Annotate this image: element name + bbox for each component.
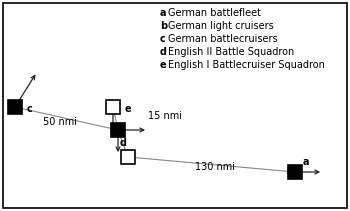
Text: English I Battlecruiser Squadron: English I Battlecruiser Squadron <box>168 60 325 70</box>
Bar <box>106 100 120 114</box>
Text: 50 nmi: 50 nmi <box>43 117 77 127</box>
Text: 130 nmi: 130 nmi <box>195 162 235 172</box>
Text: b: b <box>160 21 167 31</box>
Text: c: c <box>160 34 166 44</box>
Text: German battlefleet: German battlefleet <box>168 8 261 18</box>
Text: a: a <box>303 157 309 167</box>
Text: English II Battle Squadron: English II Battle Squadron <box>168 47 294 57</box>
Bar <box>111 123 125 137</box>
Text: 15 nmi: 15 nmi <box>148 111 182 121</box>
Text: e: e <box>160 60 167 70</box>
Text: e: e <box>125 104 132 114</box>
Text: d: d <box>160 47 167 57</box>
Bar <box>121 150 135 164</box>
Bar <box>288 165 302 179</box>
Text: d: d <box>120 138 127 148</box>
Text: a: a <box>160 8 167 18</box>
Text: German light cruisers: German light cruisers <box>168 21 274 31</box>
Text: b: b <box>110 127 117 137</box>
Text: c: c <box>27 104 33 114</box>
Text: German battlecruisers: German battlecruisers <box>168 34 278 44</box>
Bar <box>8 100 22 114</box>
